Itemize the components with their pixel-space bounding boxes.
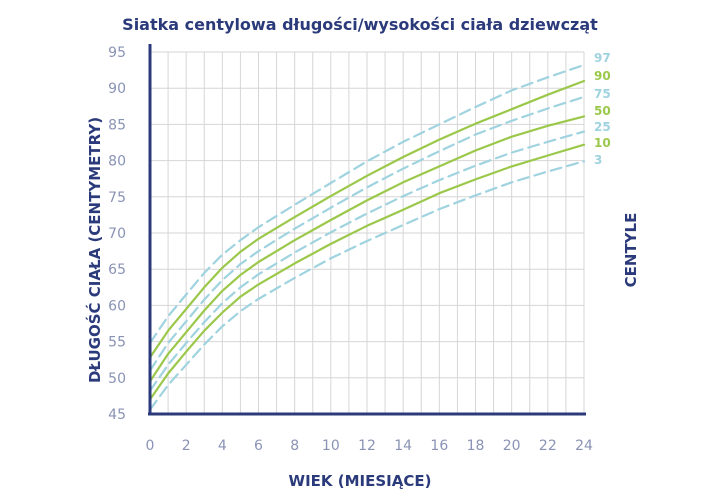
x-tick-labels: 0 2 4 6 8 10 12 14 16 18 20 22 24 (146, 438, 593, 454)
x-tick-label: 4 (218, 438, 227, 454)
x-axis-label: WIEK (MIESIĄCE) (289, 472, 432, 490)
x-tick-label: 18 (467, 438, 485, 454)
axes (148, 44, 586, 416)
series-line-p10 (148, 143, 586, 401)
series-line-p90 (148, 79, 586, 359)
series-line-p50 (148, 115, 586, 383)
centile-label-97: 97 (594, 51, 611, 65)
x-tick-label: 2 (182, 438, 191, 454)
y-tick-label: 85 (108, 117, 126, 133)
y-tick-label: 90 (108, 81, 126, 97)
y-tick-label: 55 (108, 335, 126, 351)
centile-label-3: 3 (594, 153, 602, 167)
chart-title: Siatka centylowa długości/wysokości ciał… (122, 15, 598, 34)
y-tick-label: 45 (108, 407, 126, 423)
series-lines (148, 63, 586, 411)
y-tick-label: 95 (108, 45, 126, 61)
series-line-p97 (148, 63, 586, 345)
y-axis-label: DŁUGOŚĆ CIAŁA (CENTYMETRY) (85, 117, 104, 383)
y-tick-label: 65 (108, 262, 126, 278)
centile-label-25: 25 (594, 120, 611, 134)
centile-labels: 97 90 75 50 25 10 3 (594, 51, 611, 167)
x-tick-label: 16 (430, 438, 448, 454)
y-tick-label: 70 (108, 226, 126, 242)
y-tick-label: 80 (108, 154, 126, 170)
centile-label-75: 75 (594, 87, 611, 101)
x-tick-label: 12 (358, 438, 376, 454)
centile-label-50: 50 (594, 104, 611, 118)
y-tick-label: 75 (108, 190, 126, 206)
x-tick-label: 22 (539, 438, 557, 454)
x-tick-label: 10 (322, 438, 340, 454)
series-line-p25 (148, 130, 586, 392)
x-tick-label: 6 (254, 438, 263, 454)
y-tick-label: 50 (108, 371, 126, 387)
y-tick-labels: 45 50 55 60 65 70 75 80 85 90 95 (108, 45, 126, 423)
series-line-p75 (148, 95, 586, 372)
x-tick-label: 8 (290, 438, 299, 454)
x-tick-label: 20 (503, 438, 521, 454)
x-tick-label: 0 (146, 438, 155, 454)
x-tick-label: 24 (575, 438, 593, 454)
centile-label-10: 10 (594, 136, 611, 150)
series-line-p3 (148, 160, 586, 411)
centile-label-90: 90 (594, 69, 611, 83)
x-tick-label: 14 (394, 438, 412, 454)
y-tick-label: 60 (108, 298, 126, 314)
centile-axis-label: CENTYLE (622, 213, 640, 288)
